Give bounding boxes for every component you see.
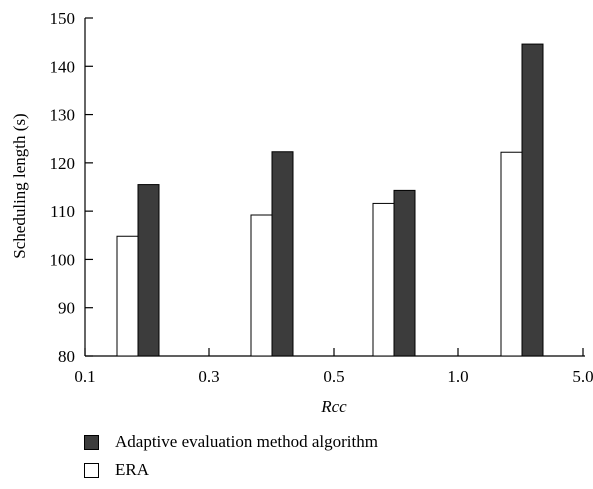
bar-era-2 (372, 202, 395, 357)
bar-adaptive-2 (393, 189, 416, 357)
y-tick-label: 80 (58, 347, 75, 366)
x-tick-label: 1.0 (447, 367, 468, 386)
legend-swatch-era (84, 462, 99, 478)
y-tick-label: 110 (50, 202, 75, 221)
legend-label-adaptive: Adaptive evaluation method algorithm (115, 432, 378, 451)
x-tick-label: 0.5 (323, 367, 344, 386)
x-tick-label: 5.0 (572, 367, 593, 386)
y-tick-label: 150 (50, 9, 76, 28)
bar-chart: Scheduling length (s) Rcc 80 90 100 110 120 1… (10, 9, 593, 416)
bar-adaptive-3 (521, 43, 544, 357)
bar-era-0 (116, 235, 139, 357)
x-tick-label: 0.1 (74, 367, 95, 386)
legend-item-era: ERA (84, 456, 378, 484)
x-tick-label: 0.3 (198, 367, 219, 386)
legend: Adaptive evaluation method algorithm ERA (84, 428, 378, 484)
bar-adaptive-0 (137, 184, 160, 357)
y-tick-label: 140 (50, 57, 76, 76)
bar-era-1 (250, 214, 273, 357)
bar-era-3 (500, 151, 523, 357)
plot-area: 80 90 100 110 120 130 140 150 0.1 0.3 0.5 1.0 5.0 (50, 9, 593, 386)
legend-label-era: ERA (115, 460, 149, 479)
x-axis-label: Rcc (320, 397, 347, 416)
bar-adaptive-1 (271, 151, 294, 357)
y-tick-label: 120 (50, 154, 76, 173)
y-tick-label: 90 (58, 299, 75, 318)
legend-item-adaptive: Adaptive evaluation method algorithm (84, 428, 378, 456)
y-tick-label: 130 (50, 106, 76, 125)
y-tick-label: 100 (50, 250, 76, 269)
legend-swatch-adaptive (84, 434, 99, 450)
y-axis-label: Scheduling length (s) (10, 113, 29, 258)
